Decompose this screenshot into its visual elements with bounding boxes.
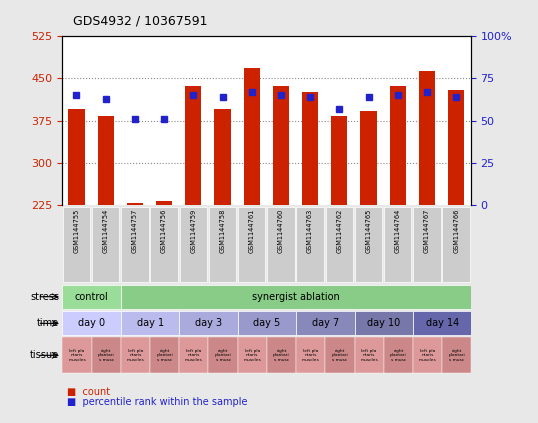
FancyBboxPatch shape (384, 207, 412, 282)
Text: day 3: day 3 (195, 319, 222, 328)
Text: right
plantari
s musc: right plantari s musc (157, 349, 173, 362)
Text: right
plantari
s musc: right plantari s musc (390, 349, 407, 362)
FancyBboxPatch shape (62, 311, 121, 335)
FancyBboxPatch shape (296, 207, 324, 282)
Text: tissue: tissue (30, 350, 59, 360)
Text: left pla
ntaris
muscles: left pla ntaris muscles (302, 349, 320, 362)
Text: GDS4932 / 10367591: GDS4932 / 10367591 (73, 14, 207, 27)
Text: left pla
ntaris
muscles: left pla ntaris muscles (185, 349, 203, 362)
FancyBboxPatch shape (442, 338, 471, 373)
Bar (419, 71, 435, 205)
Text: day 10: day 10 (367, 319, 400, 328)
Text: GSM1144766: GSM1144766 (453, 209, 459, 253)
Text: right
plantari
s musc: right plantari s musc (331, 349, 348, 362)
Text: GSM1144765: GSM1144765 (365, 209, 372, 253)
FancyBboxPatch shape (355, 207, 383, 282)
FancyBboxPatch shape (62, 338, 91, 373)
FancyBboxPatch shape (62, 285, 121, 309)
FancyBboxPatch shape (238, 338, 267, 373)
Text: left pla
ntaris
muscles: left pla ntaris muscles (360, 349, 378, 362)
Text: right
plantari
s musc: right plantari s musc (273, 349, 290, 362)
FancyBboxPatch shape (150, 338, 179, 373)
FancyBboxPatch shape (238, 207, 265, 282)
Bar (156, 201, 172, 205)
FancyBboxPatch shape (238, 311, 296, 335)
Text: GSM1144754: GSM1144754 (103, 209, 109, 253)
FancyBboxPatch shape (63, 207, 90, 282)
Text: day 1: day 1 (137, 319, 164, 328)
Bar (98, 116, 114, 205)
FancyBboxPatch shape (413, 338, 442, 373)
Bar (127, 203, 143, 205)
FancyBboxPatch shape (121, 338, 150, 373)
Text: day 14: day 14 (426, 319, 459, 328)
Text: left pla
ntaris
muscles: left pla ntaris muscles (243, 349, 261, 362)
Text: day 7: day 7 (312, 319, 339, 328)
Text: right
plantari
s musc: right plantari s musc (448, 349, 465, 362)
Text: GSM1144760: GSM1144760 (278, 209, 284, 253)
FancyBboxPatch shape (413, 207, 441, 282)
FancyBboxPatch shape (325, 338, 355, 373)
FancyBboxPatch shape (355, 311, 413, 335)
FancyBboxPatch shape (355, 338, 384, 373)
FancyBboxPatch shape (121, 207, 148, 282)
FancyBboxPatch shape (384, 338, 413, 373)
FancyBboxPatch shape (180, 207, 207, 282)
FancyBboxPatch shape (209, 207, 236, 282)
Bar (360, 111, 377, 205)
Text: GSM1144761: GSM1144761 (249, 209, 254, 253)
FancyBboxPatch shape (150, 207, 178, 282)
Text: control: control (75, 292, 109, 302)
Text: time: time (37, 319, 59, 328)
FancyBboxPatch shape (296, 311, 355, 335)
Bar (244, 68, 260, 205)
Bar (448, 90, 464, 205)
Text: GSM1144759: GSM1144759 (190, 209, 196, 253)
Text: left pla
ntaris
muscles: left pla ntaris muscles (126, 349, 144, 362)
Text: GSM1144763: GSM1144763 (307, 209, 313, 253)
FancyBboxPatch shape (325, 207, 353, 282)
Text: GSM1144758: GSM1144758 (220, 209, 225, 253)
FancyBboxPatch shape (92, 207, 119, 282)
Text: GSM1144762: GSM1144762 (336, 209, 342, 253)
FancyBboxPatch shape (91, 338, 121, 373)
Text: synergist ablation: synergist ablation (252, 292, 340, 302)
FancyBboxPatch shape (442, 207, 470, 282)
Text: GSM1144755: GSM1144755 (74, 209, 80, 253)
FancyBboxPatch shape (121, 285, 471, 309)
FancyBboxPatch shape (179, 338, 209, 373)
FancyBboxPatch shape (413, 311, 471, 335)
Text: GSM1144756: GSM1144756 (161, 209, 167, 253)
Text: GSM1144764: GSM1144764 (395, 209, 401, 253)
FancyBboxPatch shape (296, 338, 325, 373)
Text: right
plantari
s musc: right plantari s musc (98, 349, 115, 362)
Text: left pla
ntaris
muscles: left pla ntaris muscles (68, 349, 86, 362)
Text: ■  count: ■ count (67, 387, 110, 397)
Text: GSM1144767: GSM1144767 (424, 209, 430, 253)
FancyBboxPatch shape (267, 338, 296, 373)
Text: day 5: day 5 (253, 319, 280, 328)
Bar (68, 109, 84, 205)
Text: ■  percentile rank within the sample: ■ percentile rank within the sample (67, 397, 248, 407)
FancyBboxPatch shape (179, 311, 238, 335)
Text: GSM1144757: GSM1144757 (132, 209, 138, 253)
Text: day 0: day 0 (78, 319, 105, 328)
Bar (273, 85, 289, 205)
FancyBboxPatch shape (267, 207, 295, 282)
Text: stress: stress (30, 292, 59, 302)
Text: left pla
ntaris
muscles: left pla ntaris muscles (419, 349, 436, 362)
FancyBboxPatch shape (209, 338, 238, 373)
Bar (390, 85, 406, 205)
Bar (185, 85, 201, 205)
Bar (215, 109, 230, 205)
FancyBboxPatch shape (121, 311, 179, 335)
Bar (302, 92, 318, 205)
Bar (331, 116, 348, 205)
Text: right
plantari
s musc: right plantari s musc (215, 349, 231, 362)
